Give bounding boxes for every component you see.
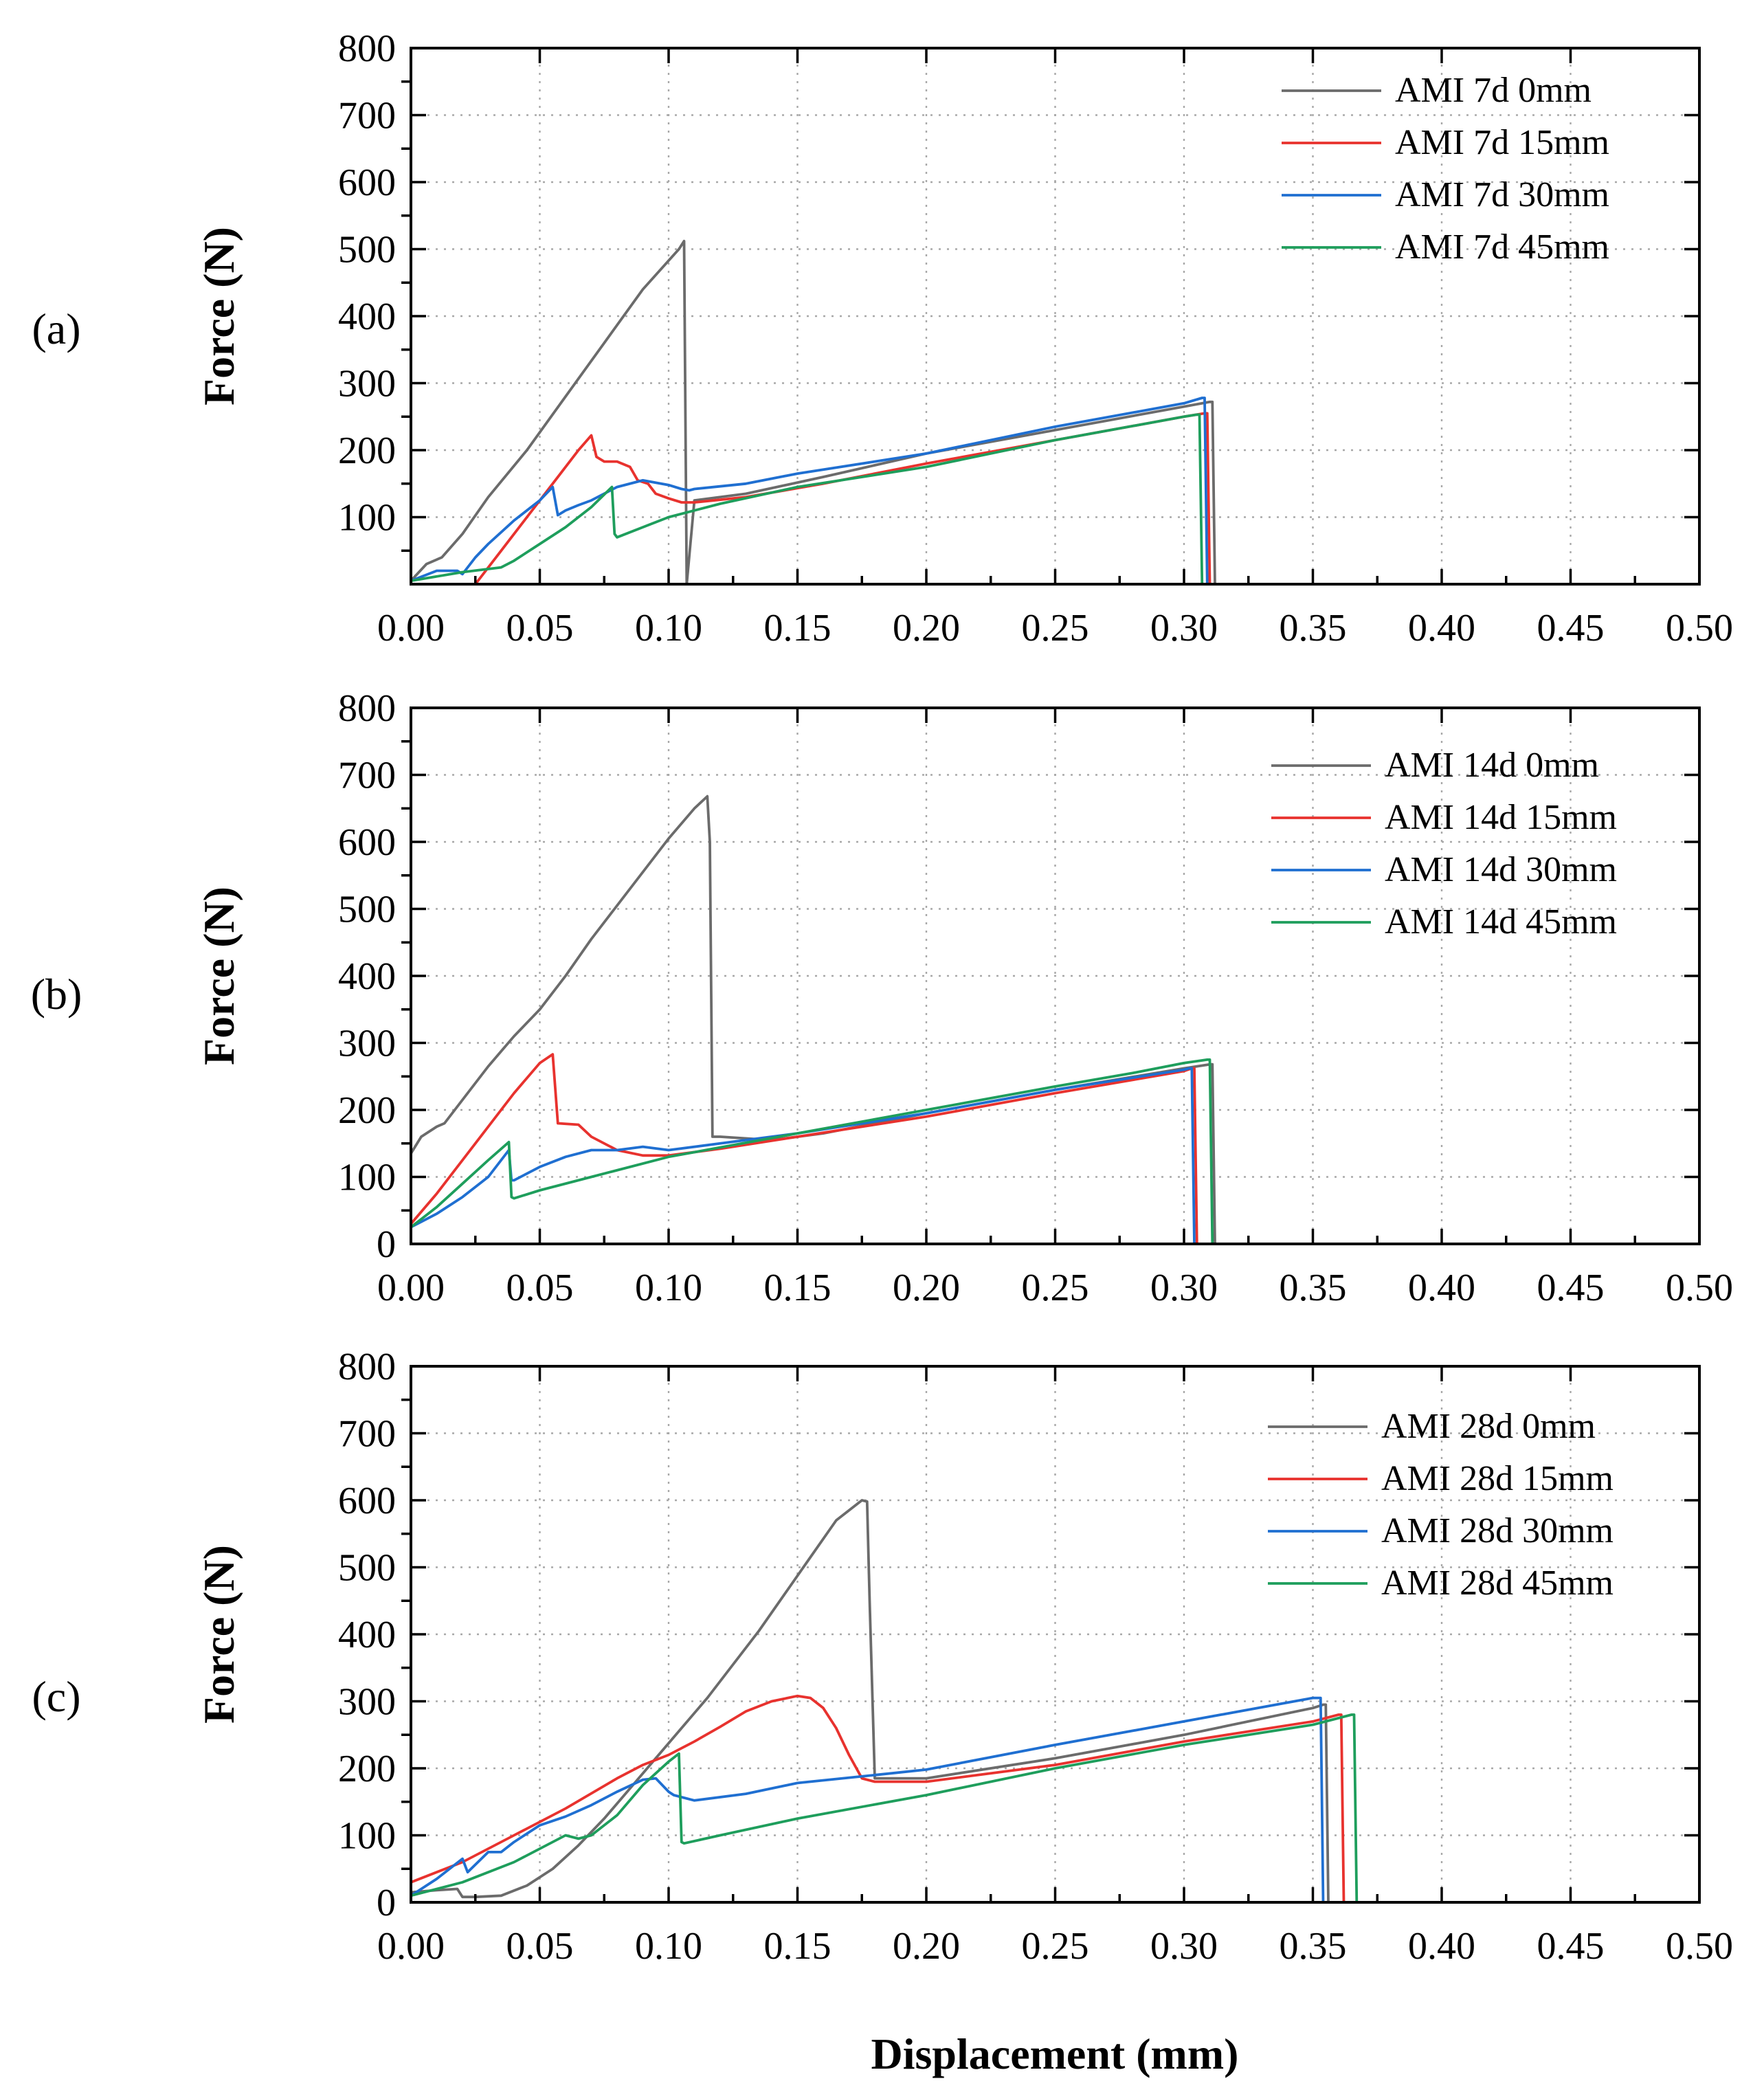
x-tick-label: 0.00	[377, 1925, 445, 1968]
chart-panels: 0.00 0.05 0.10 0.15 0.20 0.25 0.30 0.35 0.40 0.45…	[31, 27, 1733, 1968]
x-tick-label: 0.10	[635, 1267, 702, 1309]
legend-label: AMI 7d 0mm	[1395, 71, 1592, 110]
y-tick-label: 800	[338, 687, 396, 730]
y-tick-label: 0	[377, 1882, 396, 1924]
series-line	[473, 412, 1212, 586]
series-line	[410, 1696, 1325, 1904]
y-tick-label: 500	[338, 889, 396, 931]
y-tick-label: 800	[338, 27, 396, 70]
y-tick-label: 700	[338, 1413, 396, 1456]
y-axis-title: Force (N)	[194, 887, 243, 1065]
x-tick-label: 0.25	[1022, 1925, 1089, 1968]
x-tick-label: 0.35	[1280, 1925, 1347, 1968]
legend-label: AMI 14d 15mm	[1385, 798, 1617, 837]
chart-panel: 0.00 0.05 0.10 0.15 0.20 0.25 0.30 0.35 0.40 0.45…	[32, 27, 1733, 649]
x-tick-label: 0.35	[1280, 607, 1347, 649]
y-tick-label: 700	[338, 755, 396, 797]
series-line	[410, 413, 1204, 586]
x-tick-label: 0.30	[1150, 1267, 1218, 1309]
x-tick-label: 0.15	[764, 607, 831, 649]
y-tick-label: 300	[338, 1681, 396, 1724]
legend-label: AMI 28d 45mm	[1381, 1564, 1614, 1603]
legend-label: AMI 7d 30mm	[1395, 175, 1609, 214]
y-tick-label: 100	[338, 497, 396, 539]
legend-label: AMI 28d 0mm	[1381, 1407, 1596, 1446]
legend: AMI 28d 0mm AMI 28d 15mm AMI 28d 30mm AMI 2…	[1268, 1407, 1614, 1603]
x-tick-label: 0.40	[1408, 607, 1475, 649]
y-tick-label: 200	[338, 1748, 396, 1790]
y-tick-label: 100	[338, 1157, 396, 1199]
panel-label: (a)	[32, 304, 80, 353]
series-line	[410, 397, 1209, 586]
y-tick-label: 600	[338, 821, 396, 864]
series-line	[410, 1713, 1359, 1904]
y-axis-title: Force (N)	[194, 1545, 243, 1724]
y-tick-label: 400	[338, 1614, 396, 1656]
y-tick-label: 300	[338, 363, 396, 405]
series-line	[410, 794, 1216, 1245]
x-tick-label: 0.05	[506, 1925, 574, 1968]
x-tick-label: 0.20	[893, 1267, 960, 1309]
legend-label: AMI 14d 45mm	[1385, 902, 1617, 942]
x-tick-label: 0.25	[1022, 1267, 1089, 1309]
legend-label: AMI 14d 0mm	[1385, 746, 1599, 785]
legend-label: AMI 28d 15mm	[1381, 1459, 1614, 1498]
x-tick-label: 0.50	[1666, 1925, 1733, 1968]
legend-label: AMI 14d 30mm	[1385, 850, 1617, 889]
x-tick-label: 0.05	[506, 607, 574, 649]
x-tick-label: 0.10	[635, 607, 702, 649]
y-axis-title: Force (N)	[194, 227, 243, 405]
legend: AMI 7d 0mm AMI 7d 15mm AMI 7d 30mm AMI 7d 4…	[1282, 71, 1609, 267]
y-tick-label: 600	[338, 1480, 396, 1522]
y-tick-label: 200	[338, 1089, 396, 1132]
y-tick-label: 700	[338, 95, 396, 137]
x-tick-label: 0.20	[893, 1925, 960, 1968]
y-tick-label: 100	[338, 1815, 396, 1858]
x-tick-label: 0.50	[1666, 607, 1733, 649]
x-tick-label: 0.00	[377, 607, 445, 649]
y-tick-label: 600	[338, 162, 396, 204]
x-tick-label: 0.00	[377, 1267, 445, 1309]
x-tick-label: 0.30	[1150, 607, 1218, 649]
series-line	[410, 1694, 1346, 1904]
chart-panel: 0.00 0.05 0.10 0.15 0.20 0.25 0.30 0.35 0.40 0.45…	[32, 1346, 1733, 1968]
series-line	[410, 239, 1216, 586]
legend-label: AMI 7d 45mm	[1395, 227, 1609, 267]
x-axis-title: Displacement (mm)	[871, 2029, 1239, 2078]
x-tick-label: 0.15	[764, 1267, 831, 1309]
panel-label: (c)	[32, 1672, 80, 1721]
x-tick-label: 0.35	[1280, 1267, 1347, 1309]
x-tick-label: 0.20	[893, 607, 960, 649]
x-tick-label: 0.25	[1022, 607, 1089, 649]
chart-panel: 0.00 0.05 0.10 0.15 0.20 0.25 0.30 0.35 0.40 0.45…	[31, 687, 1733, 1309]
y-tick-label: 300	[338, 1023, 396, 1065]
panel-label: (b)	[31, 970, 82, 1019]
x-tick-label: 0.40	[1408, 1267, 1475, 1309]
x-tick-label: 0.30	[1150, 1925, 1218, 1968]
series-line	[410, 1058, 1214, 1245]
x-tick-label: 0.10	[635, 1925, 702, 1968]
x-tick-label: 0.50	[1666, 1267, 1733, 1309]
x-tick-label: 0.45	[1537, 1267, 1605, 1309]
y-tick-label: 200	[338, 430, 396, 472]
y-tick-label: 500	[338, 229, 396, 271]
series-line	[410, 1499, 1330, 1904]
x-tick-label: 0.45	[1537, 607, 1605, 649]
y-tick-label: 500	[338, 1547, 396, 1590]
x-tick-label: 0.05	[506, 1267, 574, 1309]
x-tick-label: 0.45	[1537, 1925, 1605, 1968]
x-tick-label: 0.15	[764, 1925, 831, 1968]
legend-label: AMI 28d 30mm	[1381, 1511, 1614, 1550]
y-tick-label: 800	[338, 1346, 396, 1388]
x-tick-label: 0.40	[1408, 1925, 1475, 1968]
legend: AMI 14d 0mm AMI 14d 15mm AMI 14d 30mm AMI 1…	[1271, 746, 1617, 942]
legend-label: AMI 7d 15mm	[1395, 123, 1609, 162]
series-line	[410, 1067, 1196, 1245]
y-tick-label: 400	[338, 955, 396, 998]
y-tick-label: 0	[377, 1223, 396, 1266]
y-tick-label: 400	[338, 296, 396, 338]
